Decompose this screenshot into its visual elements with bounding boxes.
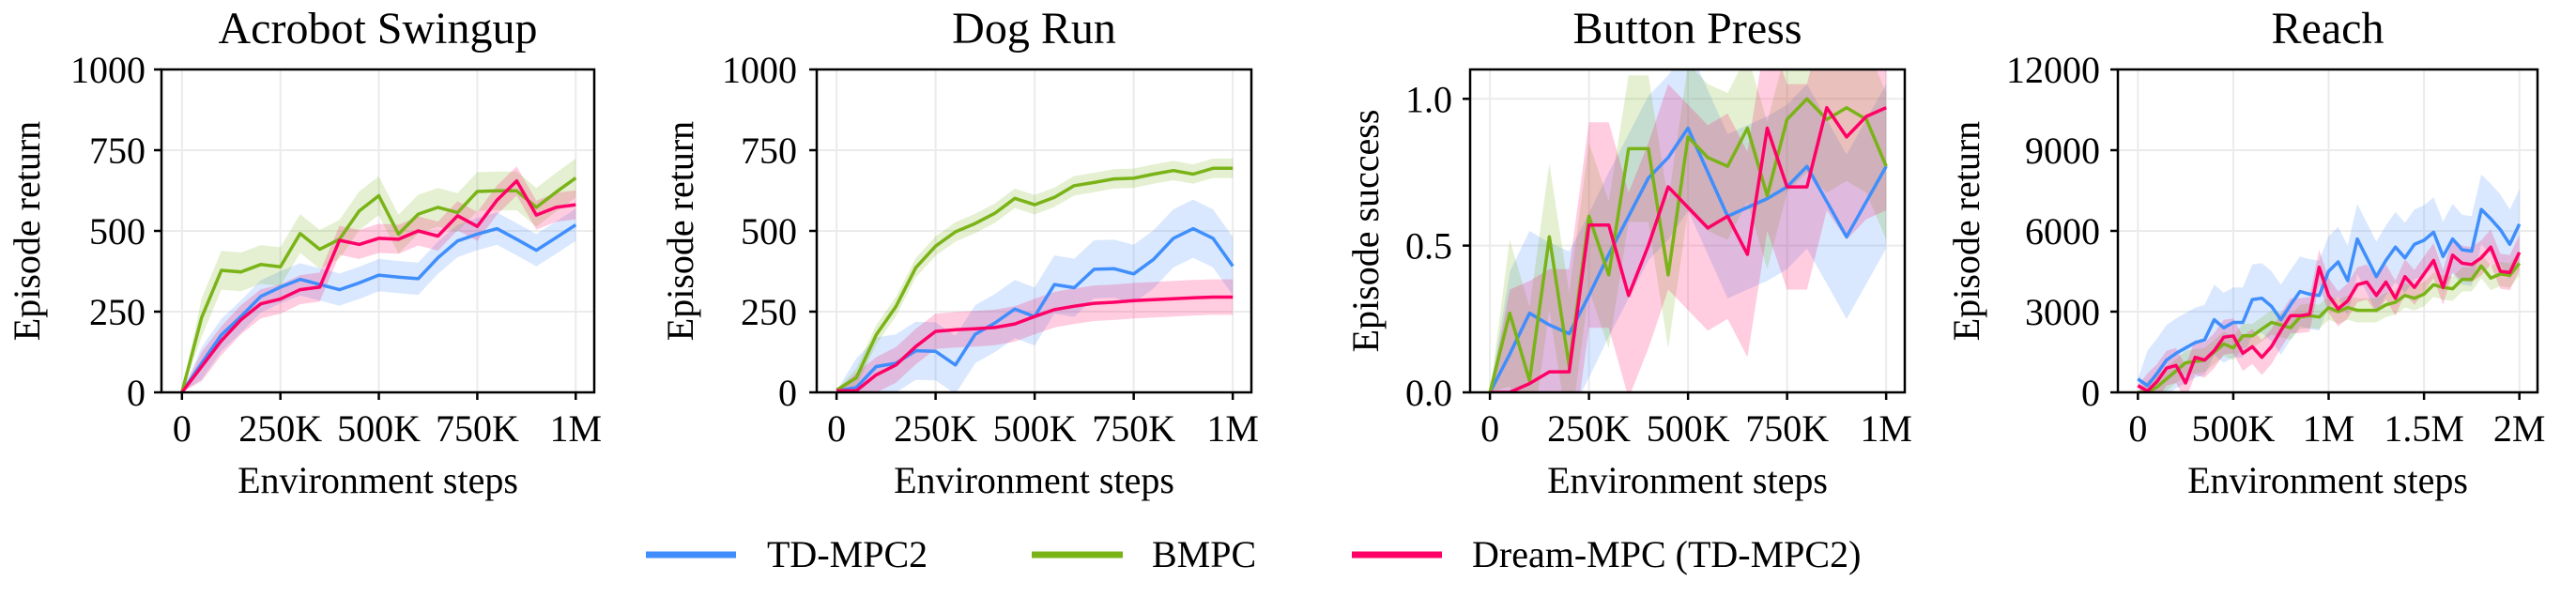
series-line-1 xyxy=(836,166,1234,392)
plot-area xyxy=(2137,174,2522,392)
subplot-2: 0 250K 500K 750K 1M 0.0 0.5 1.0 Button Press Envi… xyxy=(1344,4,1912,501)
x-tick-label: 0 xyxy=(827,407,846,450)
y-tick-label: 12000 xyxy=(2006,49,2100,91)
series-line-2 xyxy=(180,178,576,392)
y-axis-label: Episode return xyxy=(659,121,701,341)
plot-area xyxy=(180,158,577,392)
x-axis-label: Environment steps xyxy=(238,459,518,501)
x-tick-label: 1M xyxy=(1860,407,1912,450)
y-tick-label: 1000 xyxy=(722,49,797,91)
x-tick-label: 500K xyxy=(337,407,421,450)
confidence-band-1 xyxy=(1490,69,1887,392)
x-tick-label: 500K xyxy=(2191,407,2275,450)
confidence-band-0 xyxy=(181,208,576,392)
series-line-2 xyxy=(2137,245,2522,392)
y-axis-label: Episode success xyxy=(1344,110,1387,353)
x-tick-label: 250K xyxy=(894,407,977,450)
y-tick-label: 0 xyxy=(127,372,146,414)
y-tick-label: 0 xyxy=(2081,372,2100,414)
subplots: 0 250K 500K 750K 1M 0 250 500 750 1000 Acrobot Swi… xyxy=(6,4,2545,501)
y-tick-label: 500 xyxy=(89,210,146,253)
y-tick-label: 250 xyxy=(741,291,797,333)
subplot-title: Button Press xyxy=(1572,4,1802,54)
x-tick-label: 0 xyxy=(2128,407,2147,450)
confidence-band-2 xyxy=(181,166,576,392)
confidence-band-0 xyxy=(1490,69,1887,392)
x-tick-label: 0 xyxy=(173,407,192,450)
series-line-1 xyxy=(180,176,577,392)
x-axis-label: Environment steps xyxy=(2187,459,2468,501)
x-tick-label: 750K xyxy=(1745,407,1829,450)
plot-area xyxy=(1488,69,1888,392)
y-tick-label: 0.5 xyxy=(1405,225,1452,268)
series-line-2 xyxy=(1490,105,1887,392)
series-line-0 xyxy=(1488,126,1888,392)
confidence-band-2 xyxy=(2138,229,2520,392)
y-tick-label: 750 xyxy=(741,130,797,172)
y-tick-label: 6000 xyxy=(2025,210,2100,253)
x-tick-label: 750K xyxy=(436,407,519,450)
x-tick-label: 250K xyxy=(1547,407,1631,450)
y-tick-label: 0 xyxy=(778,372,797,414)
subplot-1: 0 250K 500K 750K 1M 0 250 500 750 1000 Dog Run Envi… xyxy=(659,4,1259,501)
x-tick-label: 1M xyxy=(1206,407,1259,450)
x-tick-label: 500K xyxy=(1647,407,1730,450)
x-axis-label: Environment steps xyxy=(894,459,1174,501)
series-line-0 xyxy=(2137,207,2522,388)
y-tick-label: 3000 xyxy=(2025,291,2100,333)
confidence-band-0 xyxy=(836,199,1234,392)
y-axis-label: Episode return xyxy=(6,121,48,341)
plot-area xyxy=(836,158,1234,392)
confidence-band-1 xyxy=(181,158,576,392)
y-tick-label: 750 xyxy=(89,130,146,172)
y-tick-label: 0.0 xyxy=(1405,372,1452,414)
y-tick-label: 1000 xyxy=(70,49,146,91)
series-line-1 xyxy=(1488,97,1888,392)
x-tick-label: 1M xyxy=(549,407,602,450)
x-tick-label: 250K xyxy=(238,407,322,450)
y-tick-label: 1.0 xyxy=(1405,78,1452,120)
x-tick-label: 500K xyxy=(993,407,1077,450)
x-tick-label: 1M xyxy=(2303,407,2355,450)
confidence-band-2 xyxy=(836,279,1234,392)
subplot-3: 0 500K 1M 1.5M 2M 0 3000 6000 9000 12000 Reach Envi… xyxy=(1945,4,2545,501)
y-tick-label: 250 xyxy=(89,291,146,333)
subplot-title: Reach xyxy=(2272,4,2384,54)
x-tick-label: 1.5M xyxy=(2384,407,2464,450)
x-tick-label: 750K xyxy=(1092,407,1175,450)
subplot-0: 0 250K 500K 750K 1M 0 250 500 750 1000 Acrobot Swi… xyxy=(6,4,602,501)
legend: TD-MPC2 BMPC Dream-MPC (TD-MPC2) xyxy=(646,533,1861,575)
legend-label-td-mpc2: TD-MPC2 xyxy=(767,533,928,575)
subplot-title: Dog Run xyxy=(952,4,1116,54)
x-axis-label: Environment steps xyxy=(1547,459,1828,501)
y-axis-label: Episode return xyxy=(1945,121,1987,341)
subplot-title: Acrobot Swingup xyxy=(219,4,538,54)
series-line-2 xyxy=(836,295,1234,392)
x-tick-label: 0 xyxy=(1480,407,1499,450)
legend-label-bmpc: BMPC xyxy=(1152,533,1256,575)
confidence-band-1 xyxy=(2138,251,2520,392)
y-tick-label: 500 xyxy=(741,210,797,253)
legend-label-dream-mpc: Dream-MPC (TD-MPC2) xyxy=(1472,533,1861,575)
y-tick-label: 9000 xyxy=(2025,130,2100,172)
x-tick-label: 2M xyxy=(2493,407,2546,450)
confidence-band-2 xyxy=(1490,69,1887,392)
series-line-0 xyxy=(180,223,577,392)
